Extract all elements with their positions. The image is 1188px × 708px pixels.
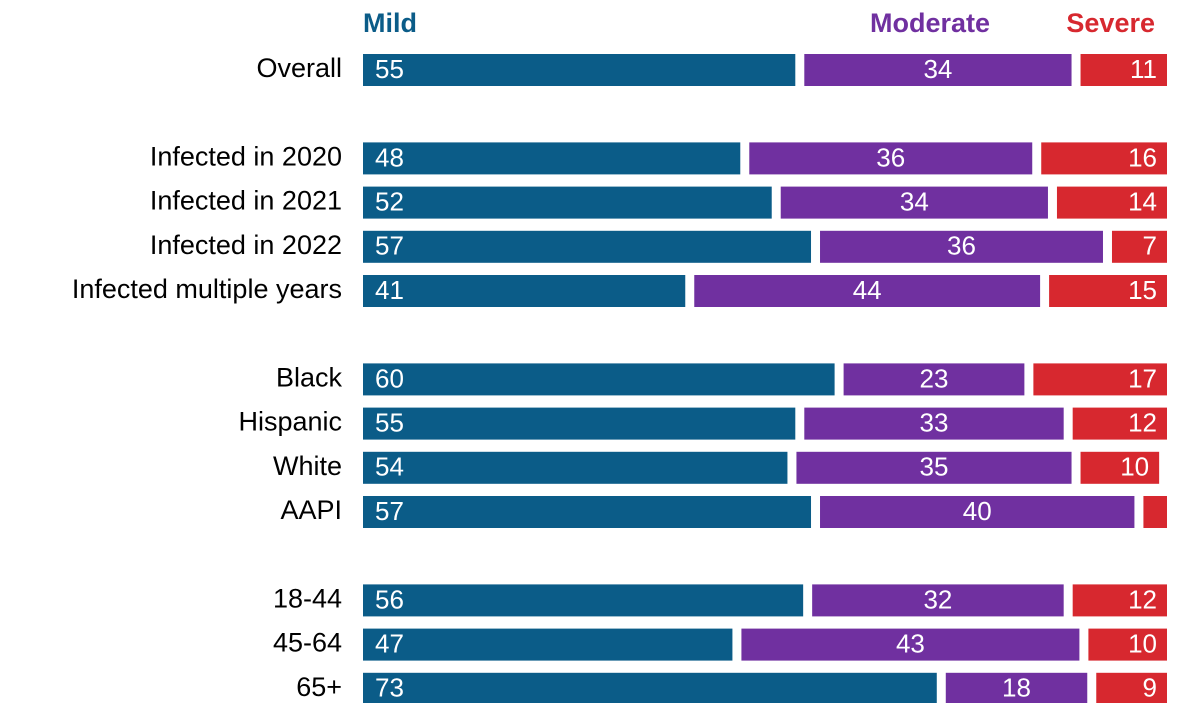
data-label: 10	[1120, 452, 1149, 482]
category-label: Infected multiple years	[72, 274, 342, 304]
data-label: 55	[375, 407, 404, 437]
data-label: 35	[920, 452, 949, 482]
category-label: 45-64	[273, 628, 342, 658]
data-label: 9	[1143, 673, 1157, 703]
bar-segment	[945, 672, 1088, 705]
data-label: 47	[375, 628, 404, 658]
data-label: 17	[1128, 363, 1157, 393]
data-label: 7	[1143, 231, 1157, 261]
bar-segment	[363, 584, 804, 617]
legend-label: Mild	[363, 8, 417, 38]
bar-segment	[1033, 363, 1167, 396]
data-label: 34	[900, 186, 929, 216]
data-label: 73	[375, 673, 404, 703]
category-label: Infected in 2022	[150, 230, 342, 260]
data-label: 16	[1128, 142, 1157, 172]
data-label: 14	[1128, 186, 1157, 216]
bar-segment	[1049, 275, 1167, 307]
data-label: 54	[375, 452, 404, 482]
bar-segment	[363, 407, 796, 440]
bar-segment	[694, 275, 1041, 307]
bar-segment	[1056, 186, 1167, 219]
data-label: 55	[375, 54, 404, 84]
category-label: Black	[276, 363, 343, 393]
bar-segment	[820, 496, 1135, 528]
bar-segment	[363, 672, 937, 705]
data-label: 57	[375, 496, 404, 526]
data-label: 60	[375, 363, 404, 393]
data-label: 32	[923, 584, 952, 614]
bar-segment	[1088, 628, 1167, 661]
bar-segment	[804, 54, 1072, 86]
bar-segment	[363, 186, 772, 219]
data-label: 36	[947, 231, 976, 261]
category-label: Hispanic	[238, 407, 342, 437]
category-label: AAPI	[280, 495, 342, 525]
bar-segment	[1072, 584, 1167, 617]
bar-segment	[363, 142, 741, 175]
data-label: 57	[375, 231, 404, 261]
data-label: 12	[1128, 407, 1157, 437]
bar-segment	[363, 54, 796, 86]
bar-segment	[804, 407, 1064, 440]
legend-label: Severe	[1066, 8, 1155, 38]
bar-segment	[843, 363, 1025, 396]
category-label: 65+	[296, 672, 342, 702]
data-label: 52	[375, 186, 404, 216]
data-label: 15	[1128, 275, 1157, 305]
bar-segment	[812, 584, 1064, 617]
data-label: 34	[923, 54, 952, 84]
category-label: White	[273, 451, 342, 481]
bar-segment	[796, 451, 1072, 484]
data-label: 23	[920, 363, 949, 393]
bar-segment	[1080, 54, 1167, 86]
category-label: Infected in 2020	[150, 142, 342, 172]
bar-segment	[363, 275, 686, 307]
bar-segment	[741, 628, 1080, 661]
bar-segment	[1143, 496, 1167, 528]
bar-segment	[1041, 142, 1167, 175]
data-label: 41	[375, 275, 404, 305]
bar-segment	[1111, 230, 1167, 263]
legend-label: Moderate	[870, 8, 990, 38]
bar-segment	[1080, 451, 1160, 484]
bar-segment	[363, 628, 733, 661]
data-label: 40	[963, 496, 992, 526]
category-label: 18-44	[273, 584, 342, 614]
bar-segment	[363, 363, 835, 396]
bar-segment	[1072, 407, 1167, 440]
data-label: 48	[375, 142, 404, 172]
bar-segment	[363, 451, 788, 484]
data-label: 10	[1128, 628, 1157, 658]
data-label: 11	[1130, 54, 1157, 84]
data-label: 43	[896, 628, 925, 658]
bar-segment	[780, 186, 1048, 219]
data-label: 18	[1002, 673, 1031, 703]
category-label: Infected in 2021	[150, 186, 342, 216]
data-label: 56	[375, 584, 404, 614]
data-label: 33	[920, 407, 949, 437]
category-label: Overall	[256, 53, 342, 83]
bar-segment	[1096, 672, 1167, 705]
bar-segment	[363, 230, 812, 263]
bar-segment	[363, 496, 812, 528]
bar-segment	[820, 230, 1103, 263]
bar-segment	[749, 142, 1033, 175]
data-label: 44	[853, 275, 882, 305]
data-label: 12	[1128, 584, 1157, 614]
data-label: 36	[876, 142, 905, 172]
